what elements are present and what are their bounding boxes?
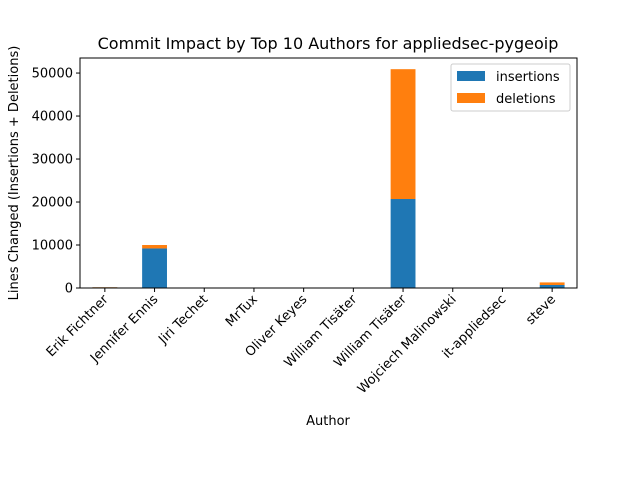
y-tick-label-0: 0: [65, 282, 73, 297]
chart-title: Commit Impact by Top 10 Authors for appl…: [98, 34, 559, 53]
y-tick-label-2: 20000: [32, 196, 73, 211]
x-tick-label-9: steve: [523, 292, 559, 328]
x-tick-label-3: MrTux: [223, 292, 261, 330]
bar-insertions-1: [142, 248, 167, 288]
legend: insertions deletions: [450, 63, 571, 112]
legend-swatch-deletions: [457, 93, 485, 103]
x-tick-label-2: Jiri Techet: [155, 292, 211, 348]
y-tick-label-5: 50000: [32, 67, 73, 82]
bar-deletions-9: [539, 282, 565, 285]
bar-insertions-9: [539, 284, 565, 288]
y-tick-label-4: 40000: [32, 110, 73, 125]
legend-label-insertions: insertions: [496, 70, 560, 85]
plot-frame: [79, 57, 578, 289]
x-axis-title: Author: [306, 414, 350, 429]
legend-swatch-insertions: [457, 71, 485, 81]
bar-deletions-6: [390, 69, 416, 200]
bar-insertions-6: [390, 199, 416, 288]
y-axis-title: Lines Changed (Insertions + Deletions): [7, 46, 22, 301]
bar-deletions-1: [142, 245, 167, 249]
x-tick-label-7: Wojciech Malinowski: [355, 292, 460, 397]
y-tick-label-1: 10000: [32, 239, 73, 254]
legend-label-deletions: deletions: [496, 92, 556, 107]
y-tick-label-3: 30000: [32, 153, 73, 168]
